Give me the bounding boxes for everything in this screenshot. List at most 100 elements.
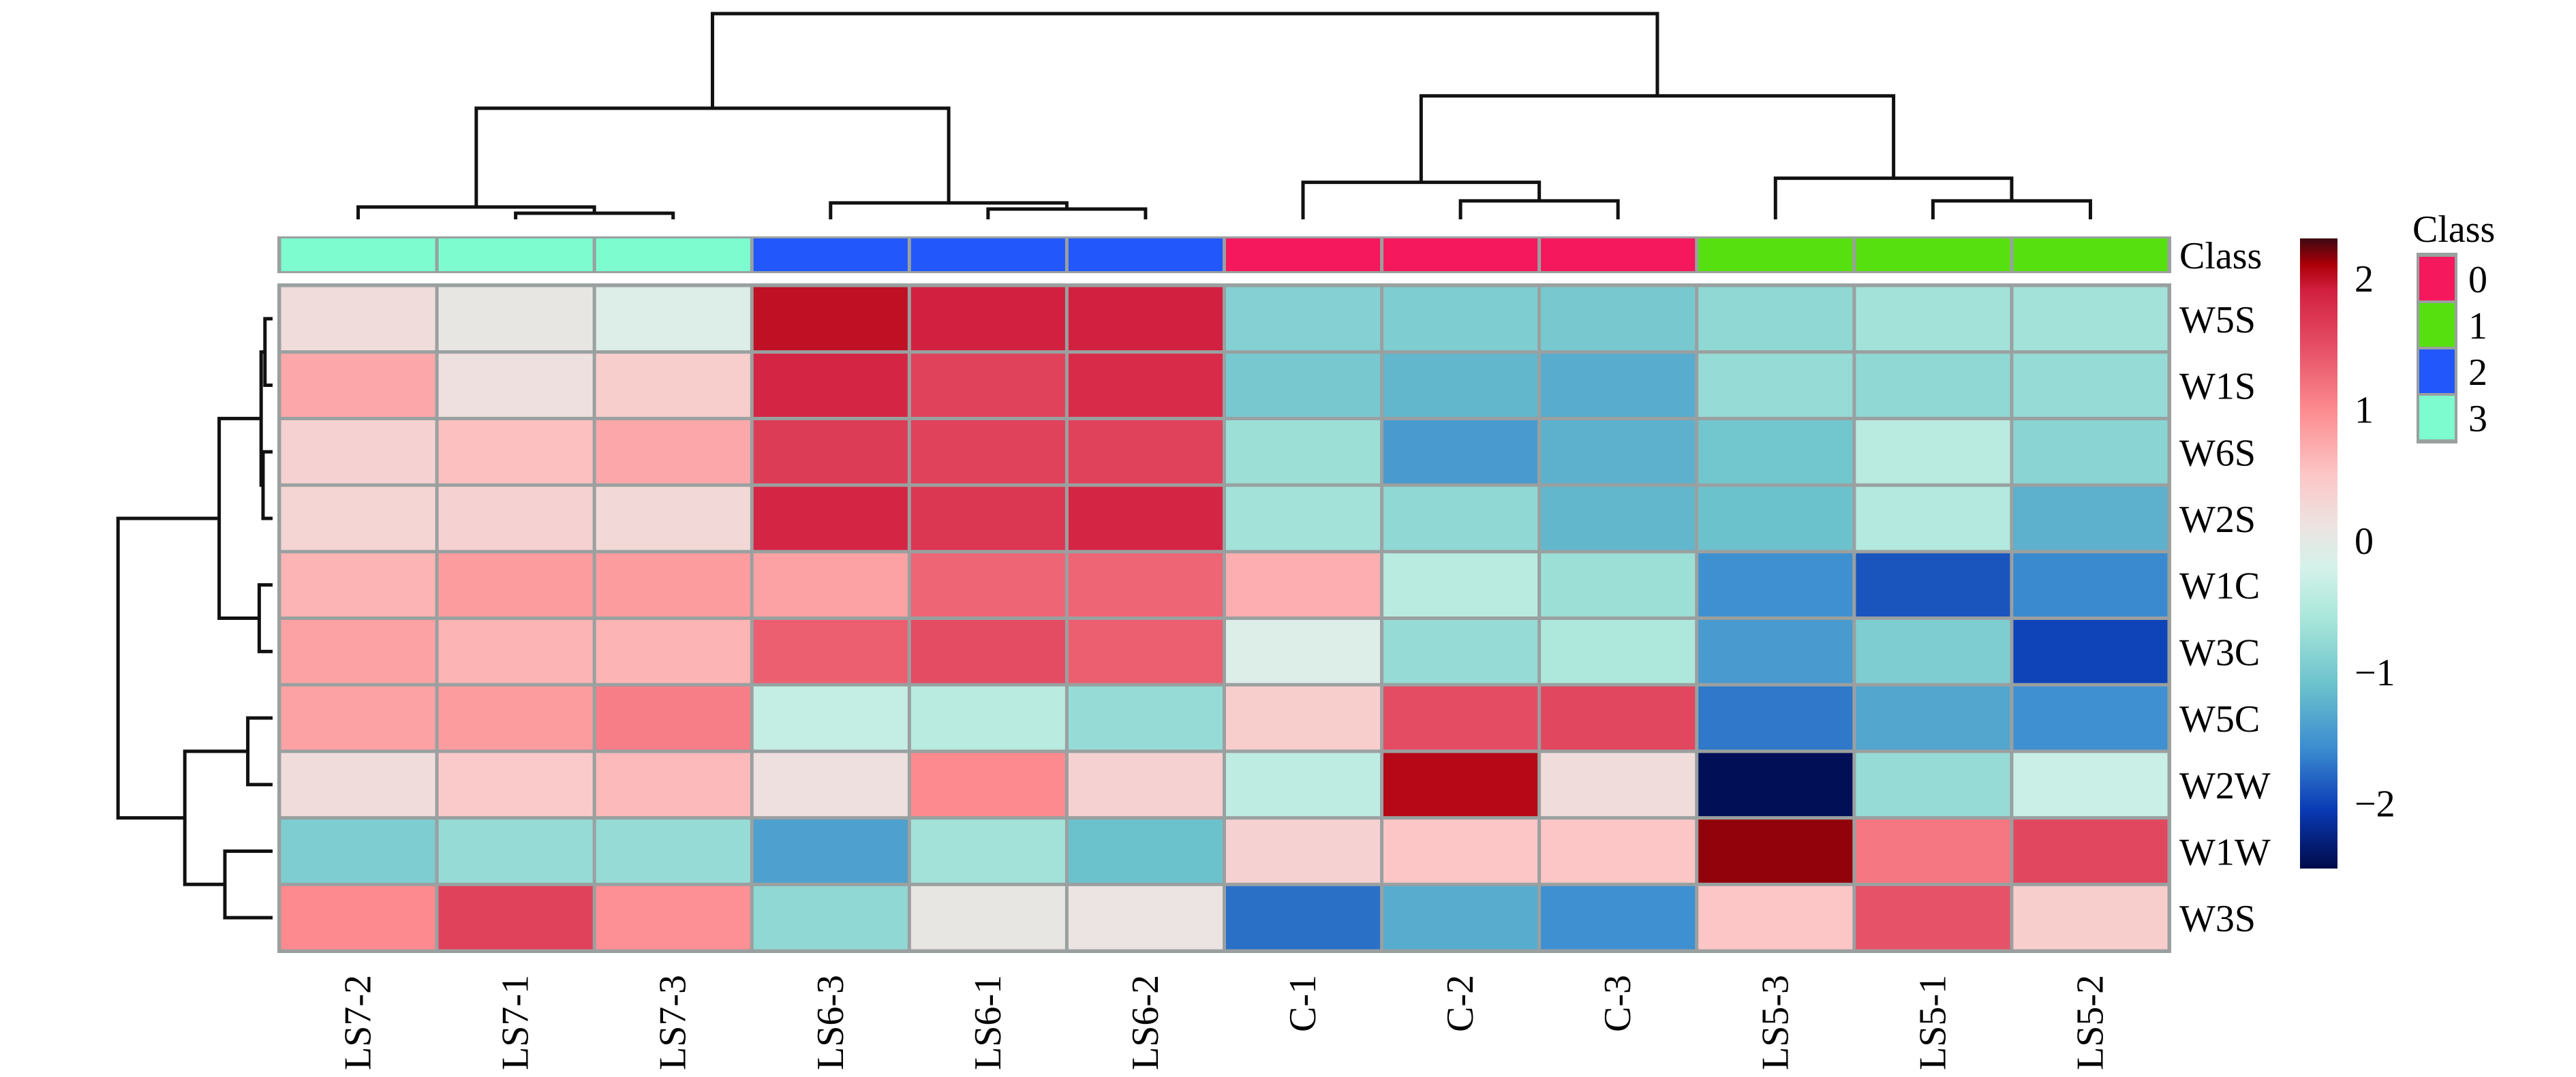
heatmap-cell [281, 553, 435, 616]
heatmap-cell [910, 287, 1065, 351]
heatmap-cell [1068, 420, 1223, 484]
heatmap-cell [1226, 287, 1381, 351]
heatmap-cell [1383, 354, 1538, 417]
heatmap-cell [2013, 354, 2168, 417]
colorbar-gradient [2300, 238, 2337, 869]
heatmap-cell [1068, 620, 1223, 683]
heatmap-cell [1698, 553, 1853, 616]
column-label: LS6-2 [1124, 975, 1167, 1070]
colorbar-tick-label: 0 [2355, 520, 2374, 563]
row-label: W2S [2179, 499, 2256, 541]
class-bar-frame [277, 236, 2171, 273]
row-label: W6S [2179, 432, 2256, 474]
heatmap-cell [2013, 486, 2168, 550]
colorbar-tick-label: 2 [2355, 258, 2374, 300]
heatmap-cell [1541, 420, 1696, 484]
colorbar: 2 1 0 −1 −2 [2300, 238, 2395, 869]
heatmap-cell [1856, 354, 2010, 417]
heatmap-cell [1856, 620, 2010, 683]
heatmap-cell [281, 753, 435, 817]
legend-label: 1 [2468, 305, 2487, 347]
heatmap-cell [281, 820, 435, 883]
row-label: W2W [2179, 765, 2271, 807]
heatmap-cell [753, 620, 908, 683]
heatmap-cell [1698, 686, 1853, 750]
class-bar-cell [596, 238, 750, 271]
row-label: W1W [2179, 831, 2271, 873]
heatmap-cell [753, 553, 908, 616]
legend-swatch [2419, 303, 2455, 347]
heatmap-cell [596, 420, 750, 484]
heatmap-cell [1698, 354, 1853, 417]
class-bar-cell [438, 238, 593, 271]
heatmap-cell [910, 354, 1065, 417]
heatmap-cell [1541, 620, 1696, 683]
column-label: C-3 [1597, 975, 1639, 1032]
heatmap-cell [596, 753, 750, 817]
heatmap-cell [1068, 486, 1223, 550]
heatmap-cell [1226, 620, 1381, 683]
column-label: LS6-3 [810, 975, 852, 1070]
heatmap-cell [281, 354, 435, 417]
row-label: W5S [2179, 299, 2256, 341]
heatmap-cell [281, 486, 435, 550]
heatmap-cell [1383, 420, 1538, 484]
heatmap-cell [753, 354, 908, 417]
row-dendrogram [116, 317, 273, 920]
heatmap-cell [910, 486, 1065, 550]
class-bar-cell [910, 238, 1065, 271]
legend-swatch [2419, 396, 2455, 439]
dendrogram-link [829, 201, 1069, 219]
heatmap-cell [1226, 686, 1381, 750]
heatmap-cell [1698, 486, 1853, 550]
heatmap-cell [1383, 886, 1538, 950]
class-bar-cell [281, 238, 435, 271]
heatmap-cell [281, 686, 435, 750]
heatmap-cell [2013, 420, 2168, 484]
heatmap-cell [1383, 620, 1538, 683]
column-label: LS6-1 [967, 975, 1009, 1070]
heatmap-cell [910, 420, 1065, 484]
class-bar-cell [1068, 238, 1223, 271]
heatmap-cell [1856, 420, 2010, 484]
heatmap-cell [596, 486, 750, 550]
dendrogram-link [1773, 176, 2014, 219]
heatmap-cell [438, 287, 593, 351]
heatmap-cell [1068, 354, 1223, 417]
column-dendrogram [356, 12, 2092, 219]
heatmap-cell [1226, 753, 1381, 817]
dendrogram-link [514, 211, 675, 219]
heatmap-cell [753, 287, 908, 351]
column-label: LS7-1 [495, 975, 537, 1070]
row-label: W5C [2179, 698, 2260, 740]
dendrogram-link [261, 450, 273, 520]
row-label: W3S [2179, 898, 2256, 940]
heatmap-cell [2013, 820, 2168, 883]
class-bar-cell [2013, 238, 2168, 271]
heatmap-cell [1068, 753, 1223, 817]
dendrogram-link [1931, 199, 2092, 219]
colorbar-tick-label: −2 [2355, 783, 2395, 826]
heatmap-cell [1698, 420, 1853, 484]
column-label: LS7-3 [652, 975, 694, 1070]
dendrogram-link [246, 716, 273, 787]
heatmap-cell [2013, 620, 2168, 683]
dendrogram-link [116, 516, 219, 820]
heatmap-cell [596, 553, 750, 616]
heatmap-cell [910, 620, 1065, 683]
class-bar-cell [1383, 238, 1538, 271]
heatmap-cell [281, 886, 435, 950]
heatmap-cells [277, 283, 2171, 953]
heatmap-cell [1698, 287, 1853, 351]
heatmap-cell [1698, 820, 1853, 883]
heatmap-cell [1698, 620, 1853, 683]
heatmap-cell [1856, 886, 2010, 950]
class-bar-cell [1698, 238, 1853, 271]
heatmap-cell [596, 620, 750, 683]
column-label: C-2 [1439, 975, 1482, 1032]
heatmap-cell [1226, 886, 1381, 950]
row-labels: W5S W1S W6S W2S W1C W3C W5C W2W W1W W3S [2179, 299, 2271, 940]
heatmap-cell [1068, 553, 1223, 616]
heatmap-cell [753, 486, 908, 550]
